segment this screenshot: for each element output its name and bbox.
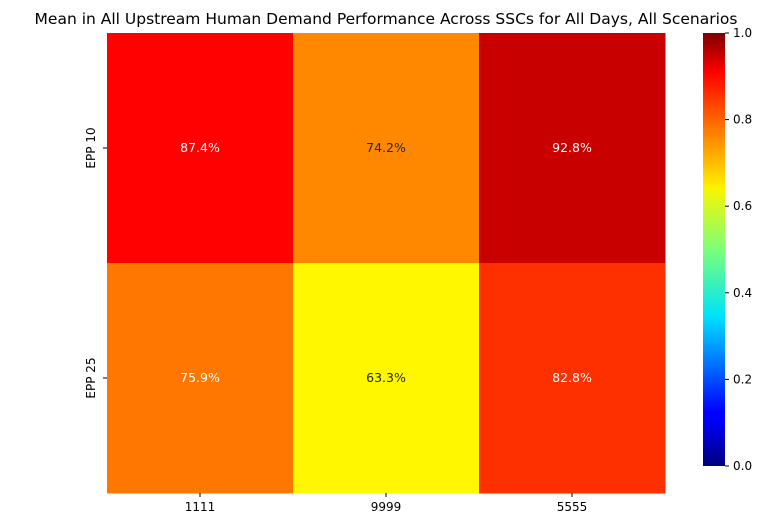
x-tick-label: 5555 [557, 500, 588, 514]
colorbar-tick-label: 1.0 [733, 26, 752, 40]
cell-value-label: 63.3% [366, 370, 406, 385]
x-axis: 1111 9999 5555 [185, 493, 588, 514]
cell-value-label: 82.8% [552, 370, 592, 385]
heatmap-cell [479, 263, 666, 494]
colorbar: 0.0 0.2 0.4 0.6 0.8 1.0 [703, 26, 752, 473]
heatmap-cell [293, 263, 480, 494]
cell-value-label: 87.4% [180, 140, 220, 155]
colorbar-tick-label: 0.4 [733, 286, 752, 300]
chart-title: Mean in All Upstream Human Demand Perfor… [35, 10, 738, 28]
y-tick-label: EPP 25 [84, 357, 98, 398]
heatmap-cell [107, 33, 294, 264]
colorbar-tick-label: 0.6 [733, 199, 752, 213]
heatmap-cell [293, 33, 480, 264]
y-tick-label: EPP 10 [84, 127, 98, 168]
x-tick-label: 1111 [185, 500, 216, 514]
heatmap-cells: 87.4% 74.2% 92.8% 75.9% 63.3% 82.8% [107, 33, 666, 494]
colorbar-ticks: 0.0 0.2 0.4 0.6 0.8 1.0 [725, 26, 752, 473]
heatmap-cell [107, 263, 294, 494]
x-tick-label: 9999 [371, 500, 402, 514]
cell-value-label: 92.8% [552, 140, 592, 155]
colorbar-tick-label: 0.2 [733, 372, 752, 386]
cell-value-label: 75.9% [180, 370, 220, 385]
heatmap-cell [479, 33, 666, 264]
colorbar-tick-label: 0.0 [733, 459, 752, 473]
colorbar-tick-label: 0.8 [733, 113, 752, 127]
cell-value-label: 74.2% [366, 140, 406, 155]
colorbar-gradient [703, 33, 725, 466]
y-axis: EPP 10 EPP 25 [84, 127, 107, 399]
